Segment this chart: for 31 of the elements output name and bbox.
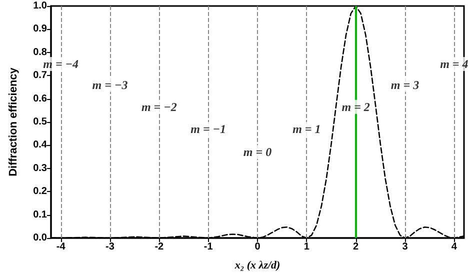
annotation: m = 0 (243, 145, 272, 160)
y-tick-label: 0.3 (33, 162, 48, 174)
x-tick-label: -4 (56, 242, 66, 252)
y-axis-title: Diffraction efficiency (8, 66, 20, 176)
y-tick-label: 0.2 (33, 186, 48, 198)
annotation: m = 3 (390, 78, 420, 92)
y-tick-label: 0.6 (33, 93, 48, 104)
y-tick-label: 1.0 (33, 0, 48, 12)
y-tick-label: 0.7 (33, 70, 48, 82)
annotation: m = −3 (92, 78, 128, 92)
annotation: m = −2 (141, 100, 177, 114)
x-tick-label: -2 (154, 242, 164, 252)
x-tick-label: 1 (304, 242, 310, 252)
y-tick-label: 0.5 (33, 116, 48, 128)
x-tick-label: 0 (254, 242, 261, 252)
y-tick-label: 0.8 (33, 46, 48, 58)
x-tick-label: 4 (451, 242, 458, 252)
x-tick-label: -1 (204, 242, 214, 252)
y-tick-label: 0.9 (33, 24, 48, 35)
x-tick-label: 3 (402, 242, 408, 252)
y-tick-label: 0.4 (33, 140, 48, 151)
y-tick-label: 0.0 (33, 232, 48, 244)
y-tick-label: 0.1 (33, 209, 48, 220)
x-tick-label: 2 (353, 242, 360, 252)
x-axis-title: x₂ (x λz/d) (234, 260, 280, 272)
annotation: m = −1 (190, 122, 226, 136)
annotation: m = −4 (43, 57, 79, 71)
annotation: m = 2 (342, 100, 370, 114)
x-tick-label: -3 (106, 242, 115, 252)
annotation: m = 4 (440, 57, 468, 71)
annotation: m = 1 (292, 122, 321, 136)
